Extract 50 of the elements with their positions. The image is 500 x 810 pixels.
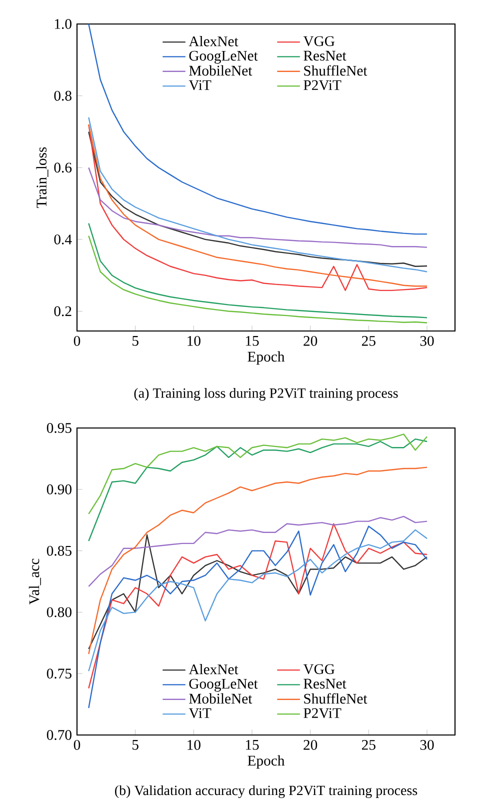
x-tick-label: 25 (362, 740, 376, 750)
legend-label: VGG (303, 664, 335, 674)
x-tick-label: 30 (420, 336, 434, 346)
y-tick-label: 0.80 (46, 607, 72, 618)
y-tick-label: 0.85 (46, 546, 72, 556)
y-tick-label: 0.6 (54, 162, 72, 173)
x-tick-label: 5 (132, 740, 138, 750)
y-axis-title: Val_acc (28, 558, 41, 605)
x-tick-label: 20 (304, 336, 318, 346)
legend-label: ViT (188, 708, 212, 718)
x-tick-label: 0 (74, 740, 80, 750)
x-tick-label: 15 (246, 336, 259, 346)
y-tick-label: 0.70 (46, 730, 72, 740)
text: (a) Training loss during P2ViT training process (134, 388, 398, 401)
line-series (88, 235, 428, 324)
legend-label: ResNet (304, 678, 346, 689)
legend-label: AlexNet (188, 664, 238, 674)
x-tick-label: 25 (362, 336, 376, 346)
line-series (88, 466, 428, 655)
y-tick-label: 0.2 (54, 306, 72, 316)
legend-label: MobileNet (189, 693, 252, 704)
y-tick-label: 1.0 (54, 19, 72, 29)
legend-label: MobileNet (189, 65, 252, 76)
y-tick-label: 0.90 (46, 484, 72, 494)
legend-label: GoogLeNet (189, 678, 258, 692)
x-axis-title: Epoch (248, 755, 285, 769)
legend-label: ViT (188, 80, 212, 90)
legend-label: AlexNet (188, 36, 238, 46)
x-tick-label: 10 (188, 740, 200, 750)
x-tick-label: 30 (420, 740, 434, 750)
line-series (88, 434, 428, 515)
legend-label: ResNet (304, 50, 346, 61)
x-tick-label: 0 (74, 336, 80, 346)
legend-label: P2ViT (304, 708, 342, 718)
legend-label: VGG (303, 36, 335, 46)
x-tick-label: 15 (246, 740, 259, 750)
x-axis-title: Epoch (248, 351, 285, 365)
x-tick-label: 20 (304, 740, 318, 750)
x-tick-label: 10 (188, 336, 200, 346)
y-tick-label: 0.75 (46, 668, 72, 679)
y-tick-label: 0.95 (46, 423, 72, 433)
legend-label: ShuffleNet (304, 693, 368, 704)
legend-label: GoogLeNet (189, 50, 258, 64)
y-tick-label: 0.8 (54, 90, 72, 101)
legend-label: ShuffleNet (304, 65, 368, 76)
text: (b) Validation accuracy during P2ViT training process (115, 785, 418, 798)
y-tick-label: 0.4 (54, 234, 72, 244)
x-tick-label: 5 (132, 336, 138, 346)
legend-label: P2ViT (304, 80, 342, 90)
y-axis-title: Train_loss (36, 147, 48, 208)
